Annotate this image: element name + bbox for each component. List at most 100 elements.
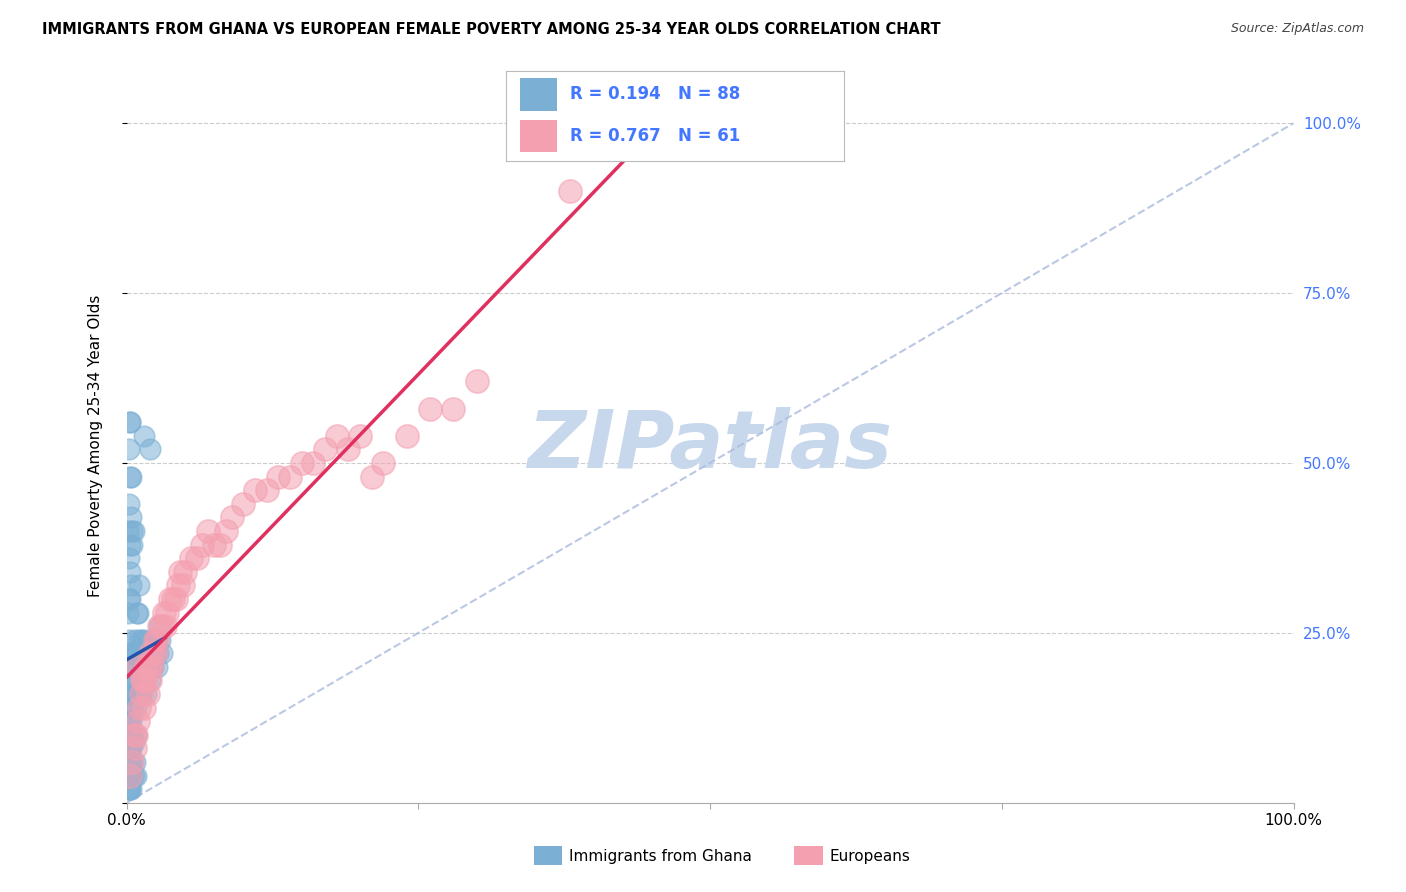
- Point: [138, 660, 160, 674]
- Point: [129, 687, 152, 701]
- Text: Europeans: Europeans: [830, 849, 911, 863]
- Point: [120, 578, 142, 592]
- Point: [118, 769, 141, 783]
- Point: [117, 524, 139, 538]
- Point: [153, 606, 176, 620]
- Point: [349, 429, 371, 443]
- Point: [118, 687, 141, 701]
- Point: [191, 537, 214, 551]
- Point: [118, 728, 141, 742]
- Point: [125, 769, 148, 783]
- Point: [132, 660, 155, 674]
- Point: [118, 537, 141, 551]
- Point: [122, 734, 145, 748]
- Point: [124, 755, 146, 769]
- Point: [325, 429, 347, 443]
- Point: [118, 591, 141, 606]
- Point: [441, 401, 464, 416]
- Point: [118, 769, 141, 783]
- Point: [118, 565, 141, 579]
- Point: [117, 660, 139, 674]
- Point: [143, 646, 166, 660]
- Point: [136, 687, 159, 701]
- Point: [141, 632, 163, 647]
- Point: [118, 551, 141, 566]
- Text: Source: ZipAtlas.com: Source: ZipAtlas.com: [1230, 22, 1364, 36]
- Point: [145, 646, 167, 660]
- Point: [132, 632, 155, 647]
- Point: [125, 673, 148, 688]
- Point: [202, 537, 225, 551]
- Point: [243, 483, 266, 498]
- Point: [153, 619, 176, 633]
- Point: [124, 632, 146, 647]
- Point: [180, 551, 202, 566]
- Point: [197, 524, 219, 538]
- Point: [118, 714, 141, 729]
- Point: [167, 578, 190, 592]
- Point: [121, 537, 143, 551]
- Point: [186, 551, 208, 566]
- Point: [149, 632, 172, 647]
- Y-axis label: Female Poverty Among 25-34 Year Olds: Female Poverty Among 25-34 Year Olds: [89, 295, 103, 597]
- Point: [118, 782, 141, 797]
- Point: [131, 632, 153, 647]
- Point: [136, 646, 159, 660]
- Point: [558, 184, 581, 198]
- Point: [121, 728, 143, 742]
- Point: [314, 442, 336, 457]
- Point: [169, 565, 191, 579]
- Point: [134, 673, 156, 688]
- Point: [290, 456, 312, 470]
- Point: [134, 646, 156, 660]
- Point: [127, 606, 149, 620]
- Text: Immigrants from Ghana: Immigrants from Ghana: [569, 849, 752, 863]
- Point: [132, 429, 155, 443]
- Point: [118, 469, 141, 483]
- Point: [118, 741, 141, 756]
- Point: [127, 660, 149, 674]
- Point: [221, 510, 243, 524]
- Point: [129, 673, 152, 688]
- Point: [134, 660, 156, 674]
- Text: R = 0.767   N = 61: R = 0.767 N = 61: [571, 127, 741, 145]
- Point: [208, 537, 231, 551]
- Point: [127, 660, 149, 674]
- Point: [142, 660, 165, 674]
- Point: [117, 714, 139, 729]
- Point: [118, 415, 141, 429]
- Point: [146, 660, 169, 674]
- Point: [118, 660, 141, 674]
- Point: [118, 591, 141, 606]
- Point: [146, 646, 169, 660]
- Point: [162, 591, 184, 606]
- Point: [124, 741, 146, 756]
- Point: [139, 442, 162, 457]
- Point: [139, 673, 162, 688]
- Point: [118, 782, 141, 797]
- Point: [139, 673, 162, 688]
- Point: [121, 755, 143, 769]
- Point: [128, 632, 150, 647]
- Point: [120, 469, 142, 483]
- Point: [121, 524, 143, 538]
- Point: [143, 632, 166, 647]
- Point: [256, 483, 278, 498]
- Point: [132, 673, 155, 688]
- Point: [125, 700, 148, 714]
- Point: [118, 673, 141, 688]
- Point: [125, 728, 148, 742]
- Point: [232, 497, 254, 511]
- Point: [127, 687, 149, 701]
- Point: [124, 673, 146, 688]
- Point: [150, 619, 173, 633]
- Point: [267, 469, 290, 483]
- Point: [127, 714, 149, 729]
- Point: [122, 728, 145, 742]
- Point: [120, 741, 142, 756]
- Point: [131, 646, 153, 660]
- Point: [125, 646, 148, 660]
- Point: [122, 646, 145, 660]
- Point: [117, 606, 139, 620]
- Point: [120, 769, 142, 783]
